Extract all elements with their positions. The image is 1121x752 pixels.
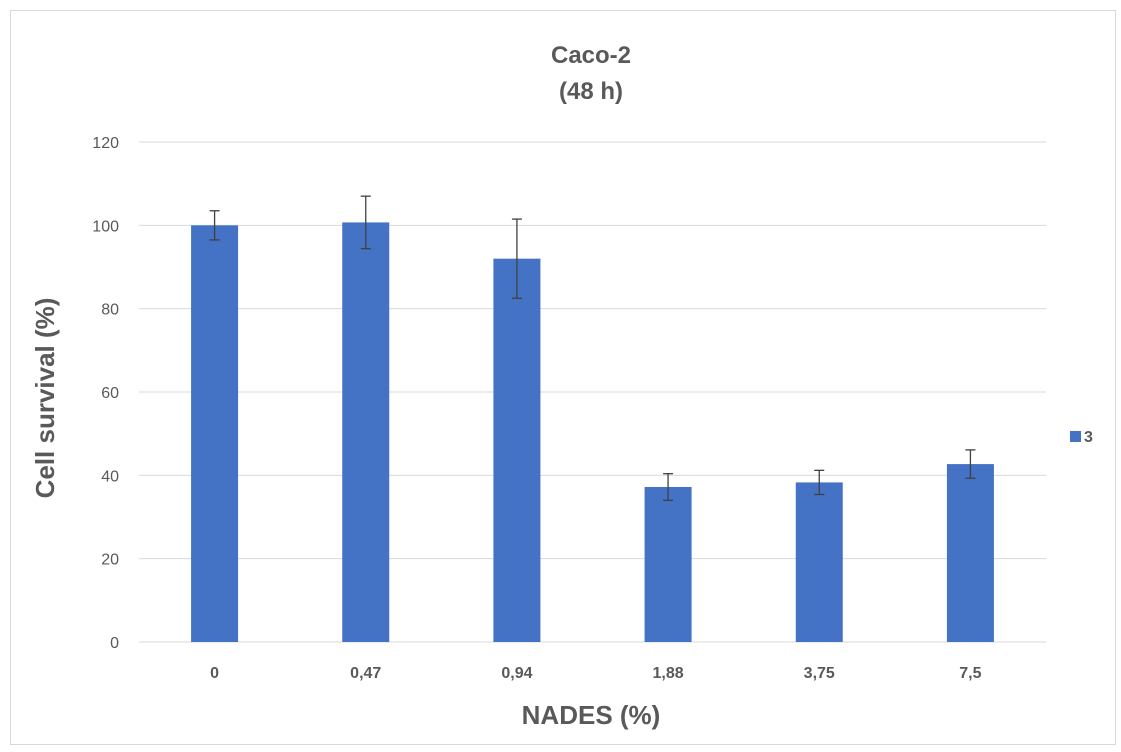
bar xyxy=(946,464,994,642)
chart-title-line-1: Caco-2 xyxy=(551,42,631,69)
y-tick-label: 40 xyxy=(101,468,119,485)
bar xyxy=(795,482,843,642)
legend-label: 3 xyxy=(1084,429,1093,446)
y-axis-ticks: 0 20 40 60 80 100 120 xyxy=(92,135,119,652)
x-tick-label: 0 xyxy=(210,665,219,682)
gridlines xyxy=(139,141,1046,643)
error-bars xyxy=(209,195,976,501)
legend: 3 xyxy=(1070,429,1093,446)
x-tick-label: 3,75 xyxy=(804,665,835,682)
y-tick-label: 80 xyxy=(101,302,119,319)
error-bar xyxy=(209,210,220,241)
error-bar xyxy=(360,195,371,250)
y-axis-title: Cell survival (%) xyxy=(30,298,60,499)
error-bar xyxy=(965,449,976,479)
bars xyxy=(191,222,994,643)
x-tick-label: 0,94 xyxy=(501,665,532,682)
x-tick-label: 1,88 xyxy=(653,665,684,682)
error-bar xyxy=(511,218,522,299)
bar xyxy=(191,225,239,643)
chart-title: Caco-2 (48 h) xyxy=(551,42,631,105)
error-bar xyxy=(663,473,674,501)
x-axis-ticks: 0 0,47 0,94 1,88 3,75 7,5 xyxy=(210,665,982,682)
bar-chart: Caco-2 (48 h) 0 20 40 60 80 100 120 0 0,47 0,94 1… xyxy=(30,42,1093,730)
bar xyxy=(342,222,390,642)
y-tick-label: 20 xyxy=(101,552,119,569)
x-tick-label: 7,5 xyxy=(959,665,981,682)
y-tick-label: 0 xyxy=(110,635,119,652)
bar xyxy=(644,487,692,642)
bar xyxy=(493,258,541,642)
x-tick-label: 0,47 xyxy=(350,665,381,682)
error-bar xyxy=(814,469,825,496)
x-axis-title: NADES (%) xyxy=(522,700,661,730)
y-tick-label: 60 xyxy=(101,385,119,402)
chart-area: Caco-2 (48 h) 0 20 40 60 80 100 120 0 0,47 0,94 1… xyxy=(10,10,1116,745)
legend-swatch xyxy=(1070,431,1081,442)
y-tick-label: 120 xyxy=(92,135,119,152)
chart-title-line-2: (48 h) xyxy=(559,78,623,105)
y-tick-label: 100 xyxy=(92,218,119,235)
